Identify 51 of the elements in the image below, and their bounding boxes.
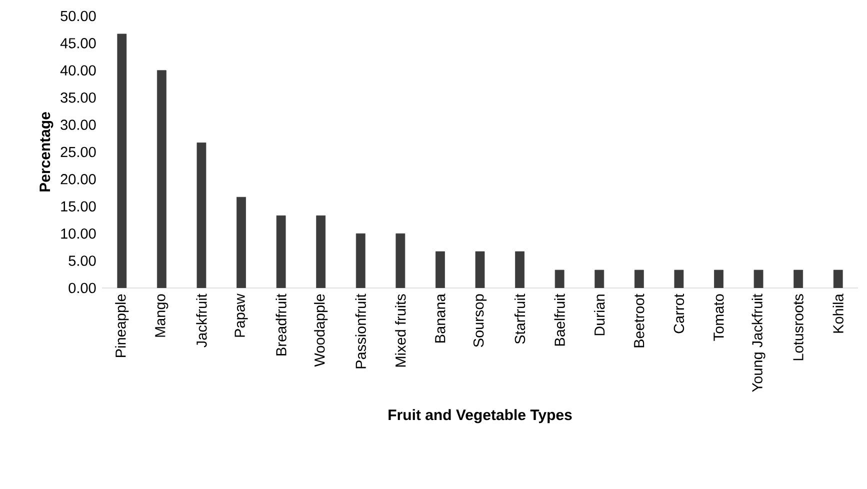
bar [436, 251, 445, 288]
bar [276, 215, 286, 288]
bar [674, 270, 684, 288]
bar [515, 251, 524, 288]
bar [754, 270, 764, 288]
x-tick-label: Beetroot [634, 294, 644, 348]
bar [714, 270, 724, 288]
bar [833, 270, 843, 288]
x-tick-label: Breadfruit [276, 294, 286, 356]
y-tick-label: 45.00 [60, 38, 96, 48]
x-tick-label: Young Jackfruit [752, 294, 766, 392]
x-tick-label: Banana [435, 294, 446, 342]
y-tick-label: 50.00 [60, 10, 96, 22]
y-tick-label: 25.00 [60, 146, 96, 158]
x-tick-label: Woodapple [314, 294, 328, 367]
bar [356, 233, 366, 288]
x-tick-label: Mixed fruits [395, 294, 406, 367]
bar [554, 270, 564, 288]
x-tick-label: Soursop [473, 294, 487, 348]
x-tick-label: Papaw [234, 294, 248, 337]
bar [594, 270, 604, 288]
bar [396, 233, 406, 288]
x-tick-label: Passionfruit [355, 294, 366, 368]
bar [316, 215, 326, 288]
bar [236, 196, 246, 288]
x-tick-label: Kohila [832, 294, 844, 333]
x-tick-label: Starfruit [514, 294, 526, 344]
y-tick-label: 10.00 [61, 228, 96, 239]
bar [475, 251, 485, 288]
bar [634, 270, 644, 288]
x-tick-label: Durian [594, 294, 605, 336]
x-tick-label: Mango [155, 294, 168, 337]
y-tick-label: 30.00 [60, 120, 96, 130]
x-tick-label: Carrot [674, 294, 684, 334]
x-tick-label: Tomato [714, 294, 724, 341]
x-tick-label: Jackfruit [196, 294, 207, 348]
y-tick-label: 5.00 [68, 256, 96, 266]
y-tick-label: 40.00 [60, 65, 96, 76]
y-tick-label: 20.00 [60, 174, 96, 184]
y-tick-label: 35.00 [60, 92, 96, 103]
x-tick-label: Baelfruit [554, 294, 565, 346]
bar [196, 142, 206, 288]
y-tick-label: 15.00 [61, 201, 96, 212]
y-axis-title: Percentage [40, 112, 54, 192]
x-tick-label: Lotusroots [793, 294, 804, 360]
bar [156, 70, 166, 288]
x-tick-label: Pineapple [115, 294, 129, 357]
x-axis-title: Fruit and Vegetable Types [388, 409, 572, 424]
bar [794, 270, 804, 288]
bar [117, 34, 127, 288]
y-tick-label: 0.00 [68, 282, 96, 294]
